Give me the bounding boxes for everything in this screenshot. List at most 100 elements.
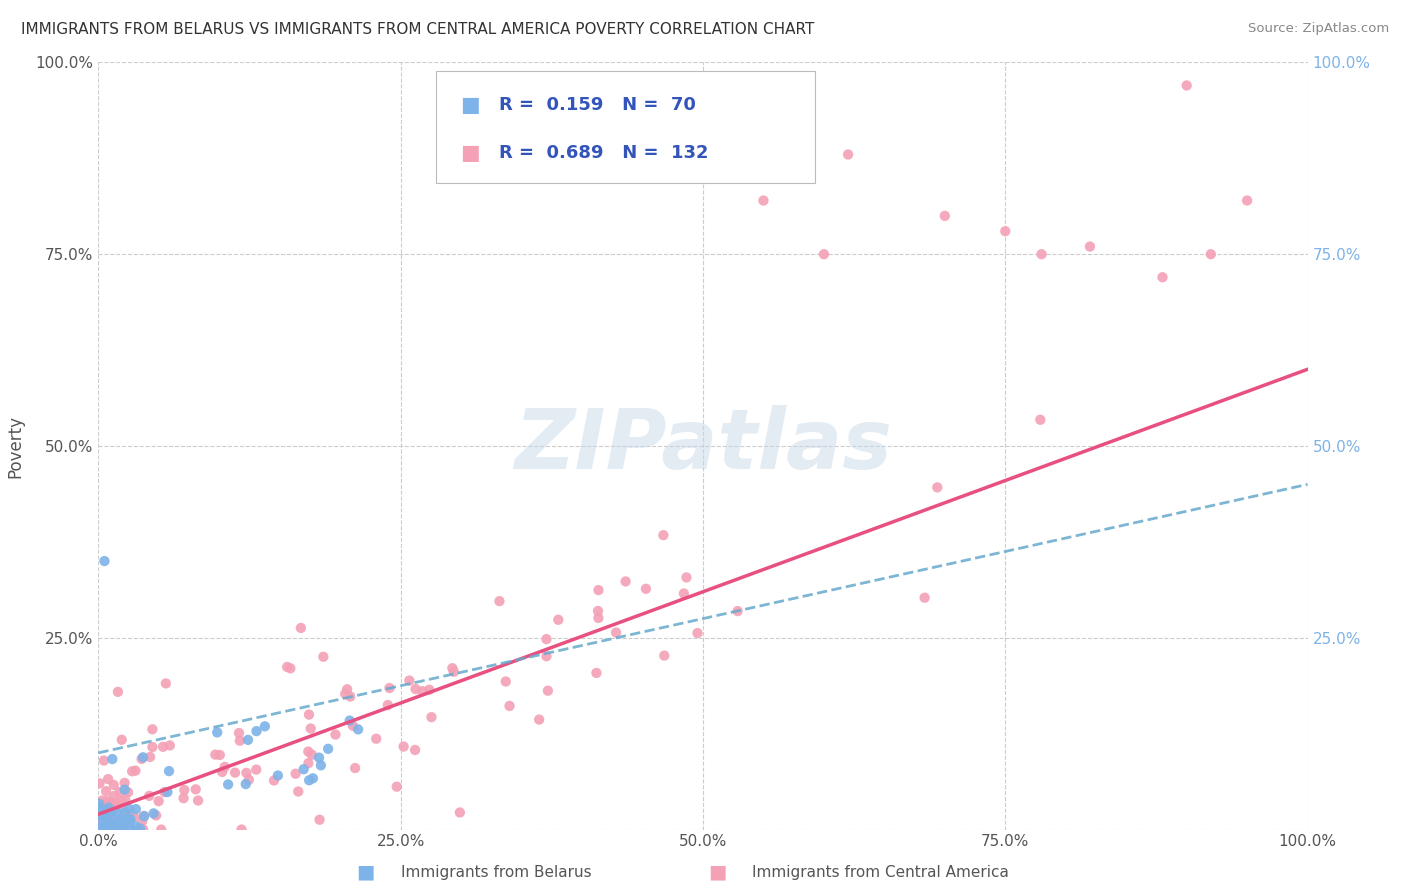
Point	[122, 810, 145, 824]
Point	[129, 822, 152, 836]
Point	[108, 813, 131, 827]
Point	[312, 649, 335, 664]
Point	[114, 776, 136, 790]
Point	[98, 819, 121, 833]
Point	[231, 822, 253, 837]
Point	[87, 800, 110, 814]
Point	[297, 756, 319, 771]
Point	[605, 625, 627, 640]
Point	[208, 747, 231, 762]
Point	[173, 783, 195, 797]
Point	[125, 802, 148, 816]
Point	[813, 247, 835, 261]
Point	[91, 822, 114, 836]
Text: Immigrants from Belarus: Immigrants from Belarus	[401, 865, 592, 880]
Point	[94, 784, 117, 798]
Point	[238, 772, 260, 787]
Point	[298, 707, 321, 722]
Point	[214, 760, 236, 774]
Point	[101, 805, 124, 819]
Point	[1236, 194, 1258, 208]
Point	[187, 793, 209, 807]
Point	[204, 747, 226, 762]
Point	[205, 725, 228, 739]
Point	[89, 809, 111, 823]
Point	[117, 814, 139, 829]
Point	[87, 797, 110, 811]
Point	[114, 805, 136, 820]
Point	[253, 719, 276, 733]
Point	[110, 812, 132, 826]
Point	[142, 806, 165, 821]
Point	[132, 822, 155, 837]
Point	[1175, 78, 1198, 93]
Point	[280, 661, 302, 675]
Point	[927, 480, 949, 494]
Point	[145, 808, 167, 822]
Point	[308, 750, 330, 764]
Point	[107, 685, 129, 699]
Point	[347, 723, 370, 737]
Point	[488, 594, 510, 608]
Point	[87, 814, 110, 829]
Point	[443, 665, 465, 679]
Point	[108, 785, 131, 799]
Point	[284, 766, 307, 780]
Point	[675, 570, 697, 584]
Point	[156, 785, 179, 799]
Point	[316, 741, 339, 756]
Point	[94, 805, 117, 820]
Point	[153, 785, 176, 799]
Point	[228, 726, 250, 740]
Point	[97, 821, 120, 835]
Point	[498, 698, 520, 713]
Point	[235, 777, 257, 791]
Point	[90, 809, 112, 823]
Point	[89, 776, 111, 790]
Point	[934, 209, 956, 223]
Point	[173, 791, 195, 805]
Point	[224, 765, 246, 780]
Point	[392, 739, 415, 754]
Point	[96, 794, 118, 808]
Point	[105, 797, 128, 811]
Text: R =  0.689   N =  132: R = 0.689 N = 132	[499, 144, 709, 161]
Point	[139, 750, 162, 764]
Point	[89, 822, 111, 837]
Point	[420, 710, 443, 724]
Point	[155, 676, 177, 690]
Point	[588, 583, 610, 598]
Point	[672, 586, 695, 600]
Point	[117, 785, 139, 799]
Point	[292, 762, 315, 776]
Point	[727, 604, 749, 618]
Text: ZIPatlas: ZIPatlas	[515, 406, 891, 486]
Point	[91, 809, 114, 823]
Point	[103, 821, 125, 835]
Text: Immigrants from Central America: Immigrants from Central America	[752, 865, 1010, 880]
Point	[114, 793, 136, 807]
Point	[404, 743, 426, 757]
Point	[138, 789, 160, 803]
Point	[290, 621, 312, 635]
Point	[120, 822, 142, 836]
Point	[157, 764, 180, 778]
Point	[118, 802, 141, 816]
Point	[131, 752, 153, 766]
Point	[93, 820, 115, 834]
Point	[97, 807, 120, 822]
Point	[344, 761, 367, 775]
Point	[1031, 247, 1053, 261]
Point	[378, 681, 401, 695]
Point	[121, 764, 143, 779]
Point	[418, 682, 440, 697]
Point	[342, 719, 364, 733]
Point	[298, 773, 321, 788]
Point	[141, 723, 163, 737]
Point	[339, 714, 361, 728]
Point	[263, 773, 285, 788]
Point	[184, 782, 207, 797]
Point	[98, 821, 121, 835]
Point	[105, 820, 128, 834]
Point	[245, 724, 267, 739]
